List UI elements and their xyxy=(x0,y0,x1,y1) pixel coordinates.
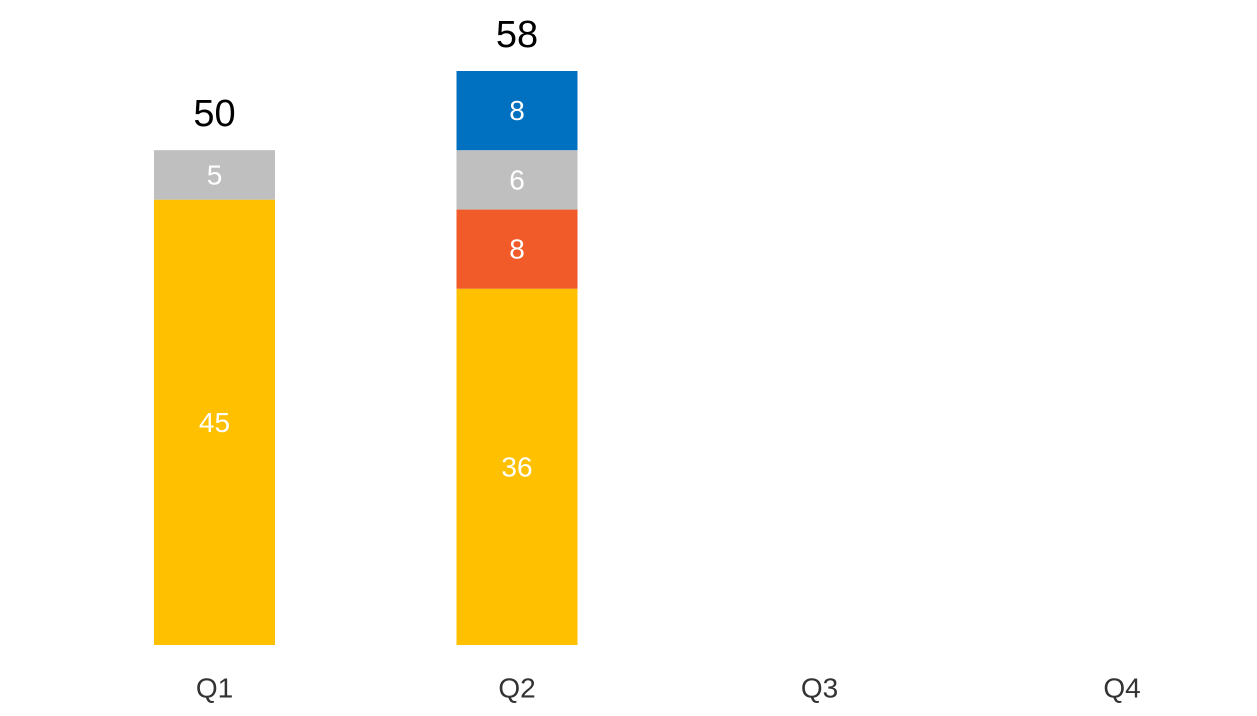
bar-segment-q1-s1 xyxy=(154,199,275,646)
bar-segment-q2-s2 xyxy=(456,209,578,289)
bars-layer xyxy=(154,71,578,646)
bar-segment-q2-s3 xyxy=(456,150,578,210)
data-label-q2-s4: 8 xyxy=(509,95,525,126)
total-label-q2: 58 xyxy=(496,14,538,56)
category-label-q4: Q4 xyxy=(1103,673,1140,704)
category-label-q3: Q3 xyxy=(801,673,838,704)
total-label-q1: 50 xyxy=(193,93,235,135)
bar-segment-q1-s3 xyxy=(154,150,275,200)
data-label-q2-s3: 6 xyxy=(509,164,525,195)
bar-segment-q2-s1 xyxy=(456,288,578,645)
data-label-q1-s1: 45 xyxy=(199,407,230,438)
labels-layer: 45 5 50 36 8 6 8 58 xyxy=(193,14,538,482)
data-label-q2-s1: 36 xyxy=(501,451,532,482)
category-label-q2: Q2 xyxy=(498,673,535,704)
data-label-q2-s2: 8 xyxy=(509,234,525,265)
bar-segment-q2-s4 xyxy=(456,71,578,151)
x-axis: Q1 Q2 Q3 Q4 xyxy=(196,673,1141,704)
category-label-q1: Q1 xyxy=(196,673,233,704)
data-label-q1-s3: 5 xyxy=(207,159,223,190)
